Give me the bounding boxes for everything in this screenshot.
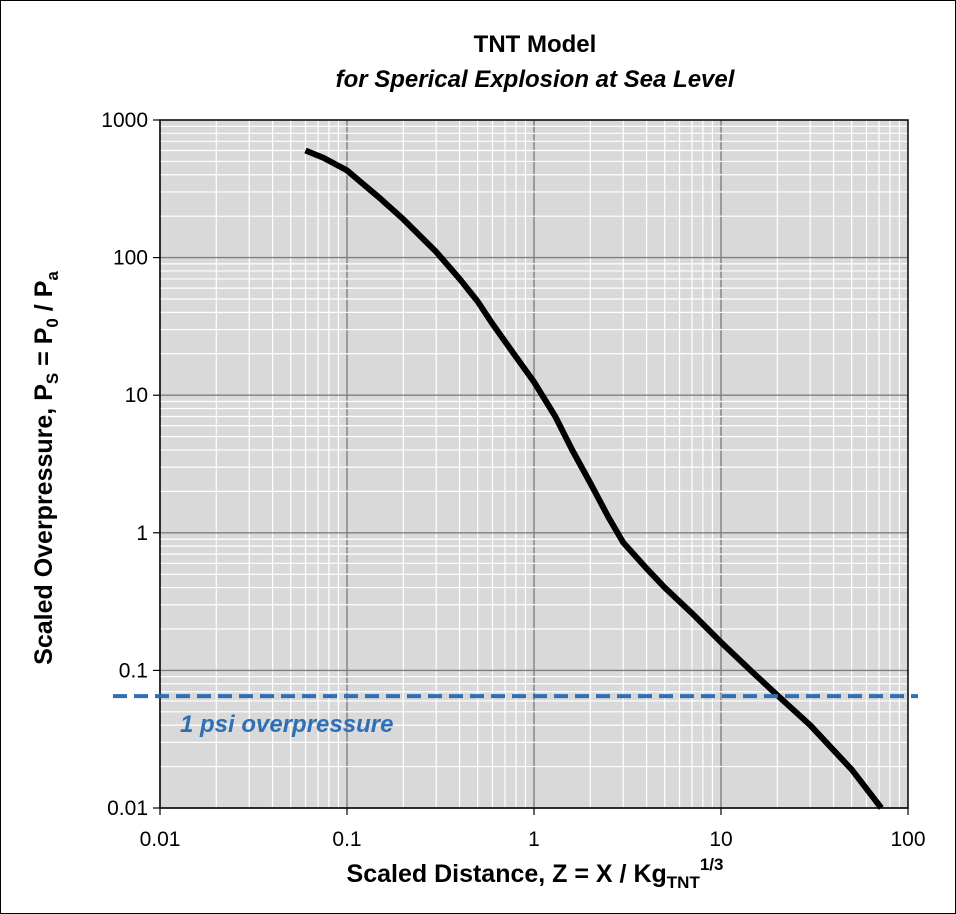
y-tick-label: 10 bbox=[125, 384, 148, 407]
x-tick-label: 0.1 bbox=[332, 828, 361, 851]
x-tick-label: 10 bbox=[709, 828, 732, 851]
chart-subtitle: for Sperical Explosion at Sea Level bbox=[336, 66, 736, 93]
y-axis-label-s1: S bbox=[43, 373, 62, 384]
x-axis-label-main: Scaled Distance, Z = X / Kg bbox=[347, 860, 667, 888]
x-axis-label: Scaled Distance, Z = X / KgTNT1/3 bbox=[347, 855, 724, 892]
y-axis-label-p3: / P bbox=[30, 281, 58, 319]
x-tick-label: 100 bbox=[890, 828, 925, 851]
reference-line-group: 1 psi overpressure bbox=[113, 694, 918, 738]
y-tick-label: 0.1 bbox=[119, 659, 148, 682]
series-group bbox=[304, 147, 884, 810]
y-tick-label: 1000 bbox=[101, 109, 148, 132]
grid bbox=[159, 120, 908, 809]
y-tick-label: 0.01 bbox=[107, 797, 148, 820]
y-tick-label: 1 bbox=[136, 522, 148, 545]
x-axis-label-sub: TNT bbox=[667, 873, 701, 892]
reference-line-label: 1 psi overpressure bbox=[180, 711, 393, 738]
y-axis-label-p1: Scaled Overpressure, P bbox=[30, 384, 58, 665]
y-axis-label-s3: a bbox=[43, 271, 62, 281]
x-tick-label: 1 bbox=[528, 828, 540, 851]
chart-title: TNT Model bbox=[474, 31, 597, 58]
x-tick-label: 0.01 bbox=[140, 828, 181, 851]
series-line bbox=[304, 147, 884, 810]
x-axis-label-sup: 1/3 bbox=[700, 855, 724, 874]
y-axis-label-s2: 0 bbox=[43, 318, 62, 327]
y-axis-label-p2: = P bbox=[30, 328, 58, 373]
y-axis-label: Scaled Overpressure, PS = P0 / Pa bbox=[30, 271, 62, 665]
y-tick-label: 100 bbox=[113, 247, 148, 270]
tick-labels: 0.01 0.1 1 10 100 0.01 0.1 1 10 100 1000 bbox=[101, 109, 925, 851]
